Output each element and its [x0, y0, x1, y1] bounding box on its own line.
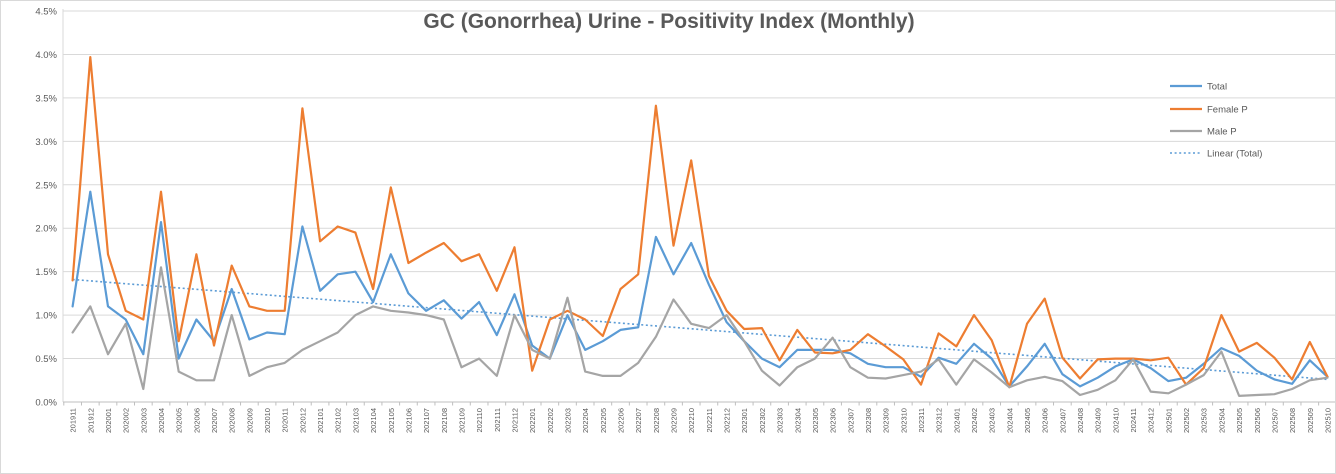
x-axis-label: 202408: [1076, 408, 1085, 433]
x-axis-label: 202105: [387, 408, 396, 433]
series-line-total[interactable]: [71, 190, 1329, 388]
x-axis-label: 202001: [104, 408, 113, 433]
x-axis-label: 202106: [404, 408, 413, 433]
x-axis-label: 202309: [882, 408, 891, 433]
x-axis-label: 202011: [281, 408, 290, 432]
x-axis-label: 202502: [1182, 408, 1191, 433]
x-axis-label: 202312: [935, 408, 944, 433]
x-axis-label: 202205: [599, 408, 608, 433]
x-axis-label: 202108: [440, 408, 449, 433]
x-axis-label: 202207: [634, 408, 643, 433]
x-axis-label: 201912: [86, 408, 95, 433]
x-axis-label: 202009: [245, 408, 254, 433]
x-axis-label: 202008: [228, 408, 237, 433]
legend-label: Linear (Total): [1207, 149, 1262, 160]
y-axis-label: 0.5%: [35, 354, 57, 365]
x-axis-label: 202306: [829, 408, 838, 433]
x-axis-label: 202107: [422, 408, 431, 433]
legend-item-total[interactable]: Total: [1170, 82, 1227, 93]
x-axis-label: 202406: [1041, 408, 1050, 433]
trendline-linear-total[interactable]: [72, 278, 1328, 381]
x-axis-label: 202209: [670, 408, 679, 433]
x-axis-label: 202510: [1323, 408, 1332, 433]
x-axis-label: 202006: [192, 408, 201, 433]
x-axis-label: 202504: [1217, 408, 1226, 433]
x-axis-label: 202305: [811, 408, 820, 433]
x-axis-label: 202307: [846, 408, 855, 433]
legend-label: Total: [1207, 82, 1227, 93]
x-axis-label: 202310: [899, 408, 908, 433]
x-axis-label: 202303: [776, 408, 785, 433]
legend-label: Female P: [1207, 105, 1248, 116]
y-axis-label: 4.0%: [35, 50, 57, 61]
x-axis-label: 202007: [210, 408, 219, 433]
y-axis-label: 2.0%: [35, 224, 57, 235]
x-axis-label: 202304: [793, 408, 802, 433]
x-axis-label: 202411: [1129, 408, 1138, 432]
x-axis-label: 202402: [970, 408, 979, 433]
legend-item-linear-total[interactable]: Linear (Total): [1170, 149, 1262, 160]
x-axis-label: 202101: [316, 408, 325, 433]
x-axis-label: 202409: [1094, 408, 1103, 433]
y-axis-label: 1.0%: [35, 311, 57, 322]
x-axis-label: 202509: [1306, 408, 1315, 433]
x-axis-label: 202206: [617, 408, 626, 433]
x-axis-label: 202212: [723, 408, 732, 433]
x-axis-label: 202010: [263, 408, 272, 433]
x-axis-label: 202111: [493, 408, 502, 432]
x-axis-label: 202501: [1164, 408, 1173, 433]
x-axis-label: 202005: [175, 408, 184, 433]
x-axis-label: 202004: [157, 408, 166, 433]
x-axis-label: 202301: [740, 408, 749, 433]
x-axis-label: 202202: [546, 408, 555, 433]
x-axis-label: 202104: [369, 408, 378, 433]
legend-label: Male P: [1207, 127, 1237, 138]
x-axis-label: 202401: [952, 408, 961, 433]
x-axis-label: 202201: [528, 408, 537, 433]
x-axis-label: 202003: [139, 408, 148, 433]
y-axis-label: 3.0%: [35, 137, 57, 148]
x-axis-label: 202103: [351, 408, 360, 433]
x-axis-label: 202508: [1288, 408, 1297, 433]
x-axis-label: 202405: [1023, 408, 1032, 433]
y-axis-label: 1.5%: [35, 267, 57, 278]
x-axis-label: 202503: [1200, 408, 1209, 433]
x-axis-label: 202412: [1147, 408, 1156, 433]
x-axis-label: 202211: [705, 408, 714, 432]
x-axis-label: 202112: [510, 408, 519, 432]
x-axis-label: 202208: [652, 408, 661, 433]
x-axis-label: 202505: [1235, 408, 1244, 433]
x-axis-label: 202403: [988, 408, 997, 433]
x-axis-label: 202311: [917, 408, 926, 432]
x-axis-label: 201911: [69, 408, 78, 432]
x-axis-label: 202109: [457, 408, 466, 433]
y-axis-label: 4.5%: [35, 7, 57, 18]
series-line-female-p[interactable]: [71, 55, 1329, 389]
x-axis-label: 202002: [122, 408, 131, 433]
y-axis-label: 3.5%: [35, 93, 57, 104]
x-axis-label: 202203: [563, 408, 572, 433]
chart-title: GC (Gonorrhea) Urine - Positivity Index …: [423, 10, 915, 33]
legend-item-female-p[interactable]: Female P: [1170, 105, 1248, 116]
x-axis-label: 202204: [581, 408, 590, 433]
x-axis-label: 202308: [864, 408, 873, 433]
y-axis-label: 0.0%: [35, 398, 57, 409]
x-axis-label: 202302: [758, 408, 767, 433]
x-axis-label: 202507: [1270, 408, 1279, 433]
y-axis-label: 2.5%: [35, 180, 57, 191]
legend-item-male-p[interactable]: Male P: [1170, 127, 1237, 138]
x-axis-label: 202110: [475, 408, 484, 432]
x-axis-label: 202407: [1058, 408, 1067, 433]
x-axis-label: 202102: [334, 408, 343, 433]
series-line-male-p[interactable]: [71, 266, 1329, 397]
x-axis-label: 202404: [1005, 408, 1014, 433]
x-axis-label: 202012: [298, 408, 307, 433]
x-axis-label: 202410: [1111, 408, 1120, 433]
x-axis-label: 202210: [687, 408, 696, 433]
x-axis-label: 202506: [1253, 408, 1262, 433]
